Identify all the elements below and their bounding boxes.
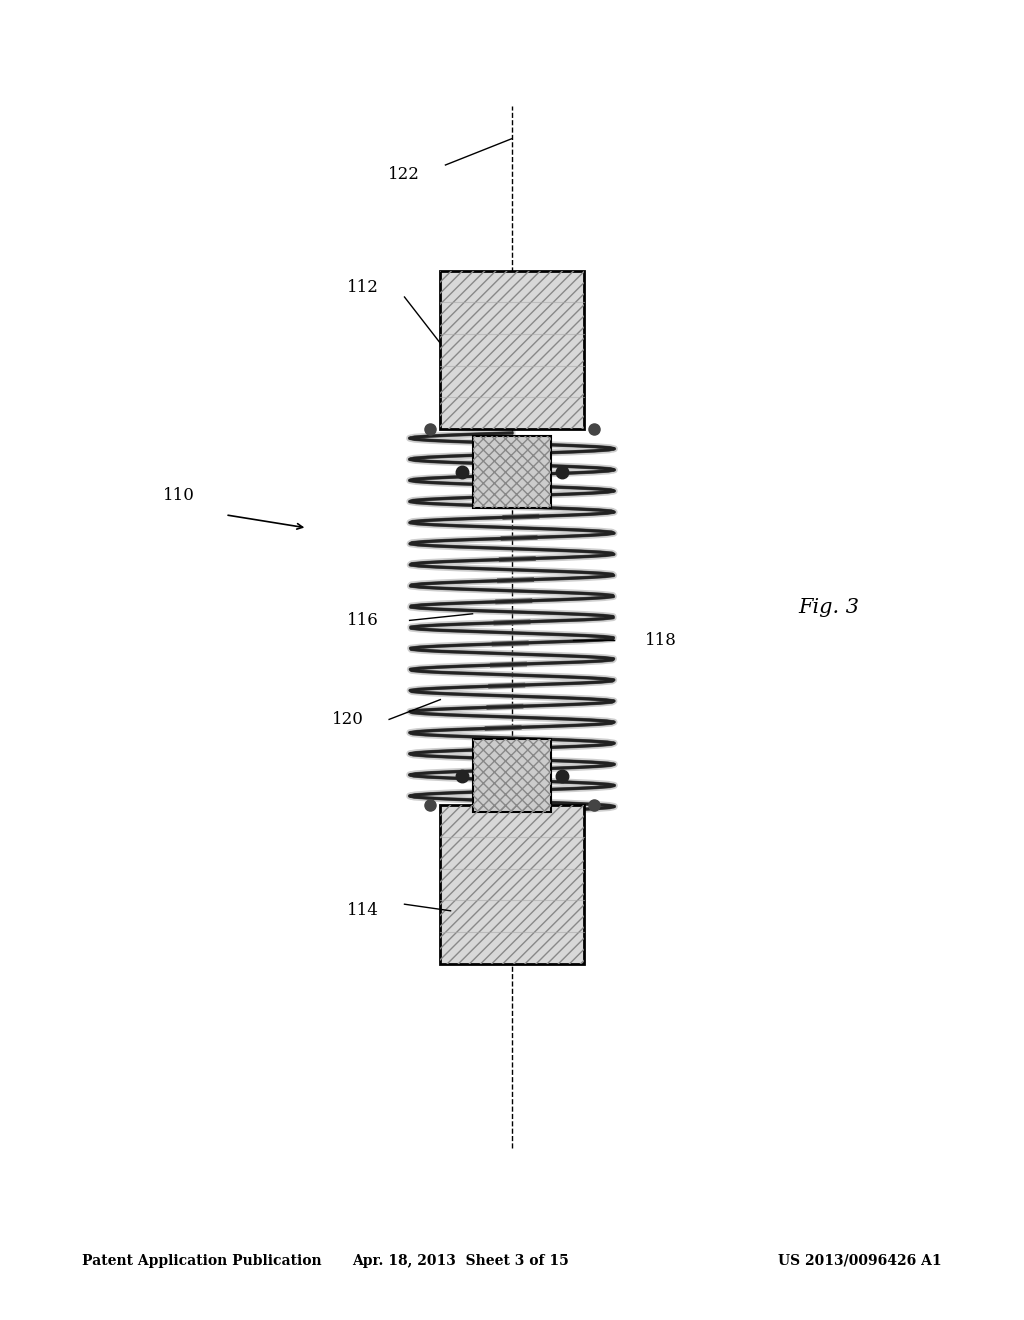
Text: Apr. 18, 2013  Sheet 3 of 15: Apr. 18, 2013 Sheet 3 of 15 <box>352 1254 569 1267</box>
FancyBboxPatch shape <box>440 805 584 964</box>
Text: Patent Application Publication: Patent Application Publication <box>82 1254 322 1267</box>
FancyBboxPatch shape <box>473 436 551 508</box>
FancyBboxPatch shape <box>473 739 551 812</box>
Text: 114: 114 <box>347 903 379 919</box>
FancyBboxPatch shape <box>440 271 584 429</box>
Text: 112: 112 <box>347 280 379 296</box>
Text: 120: 120 <box>332 711 364 727</box>
Text: US 2013/0096426 A1: US 2013/0096426 A1 <box>778 1254 942 1267</box>
Text: 118: 118 <box>645 632 677 648</box>
Text: Fig. 3: Fig. 3 <box>799 598 860 616</box>
Text: 116: 116 <box>347 612 379 628</box>
Text: 110: 110 <box>163 487 195 503</box>
Text: 122: 122 <box>388 166 420 182</box>
